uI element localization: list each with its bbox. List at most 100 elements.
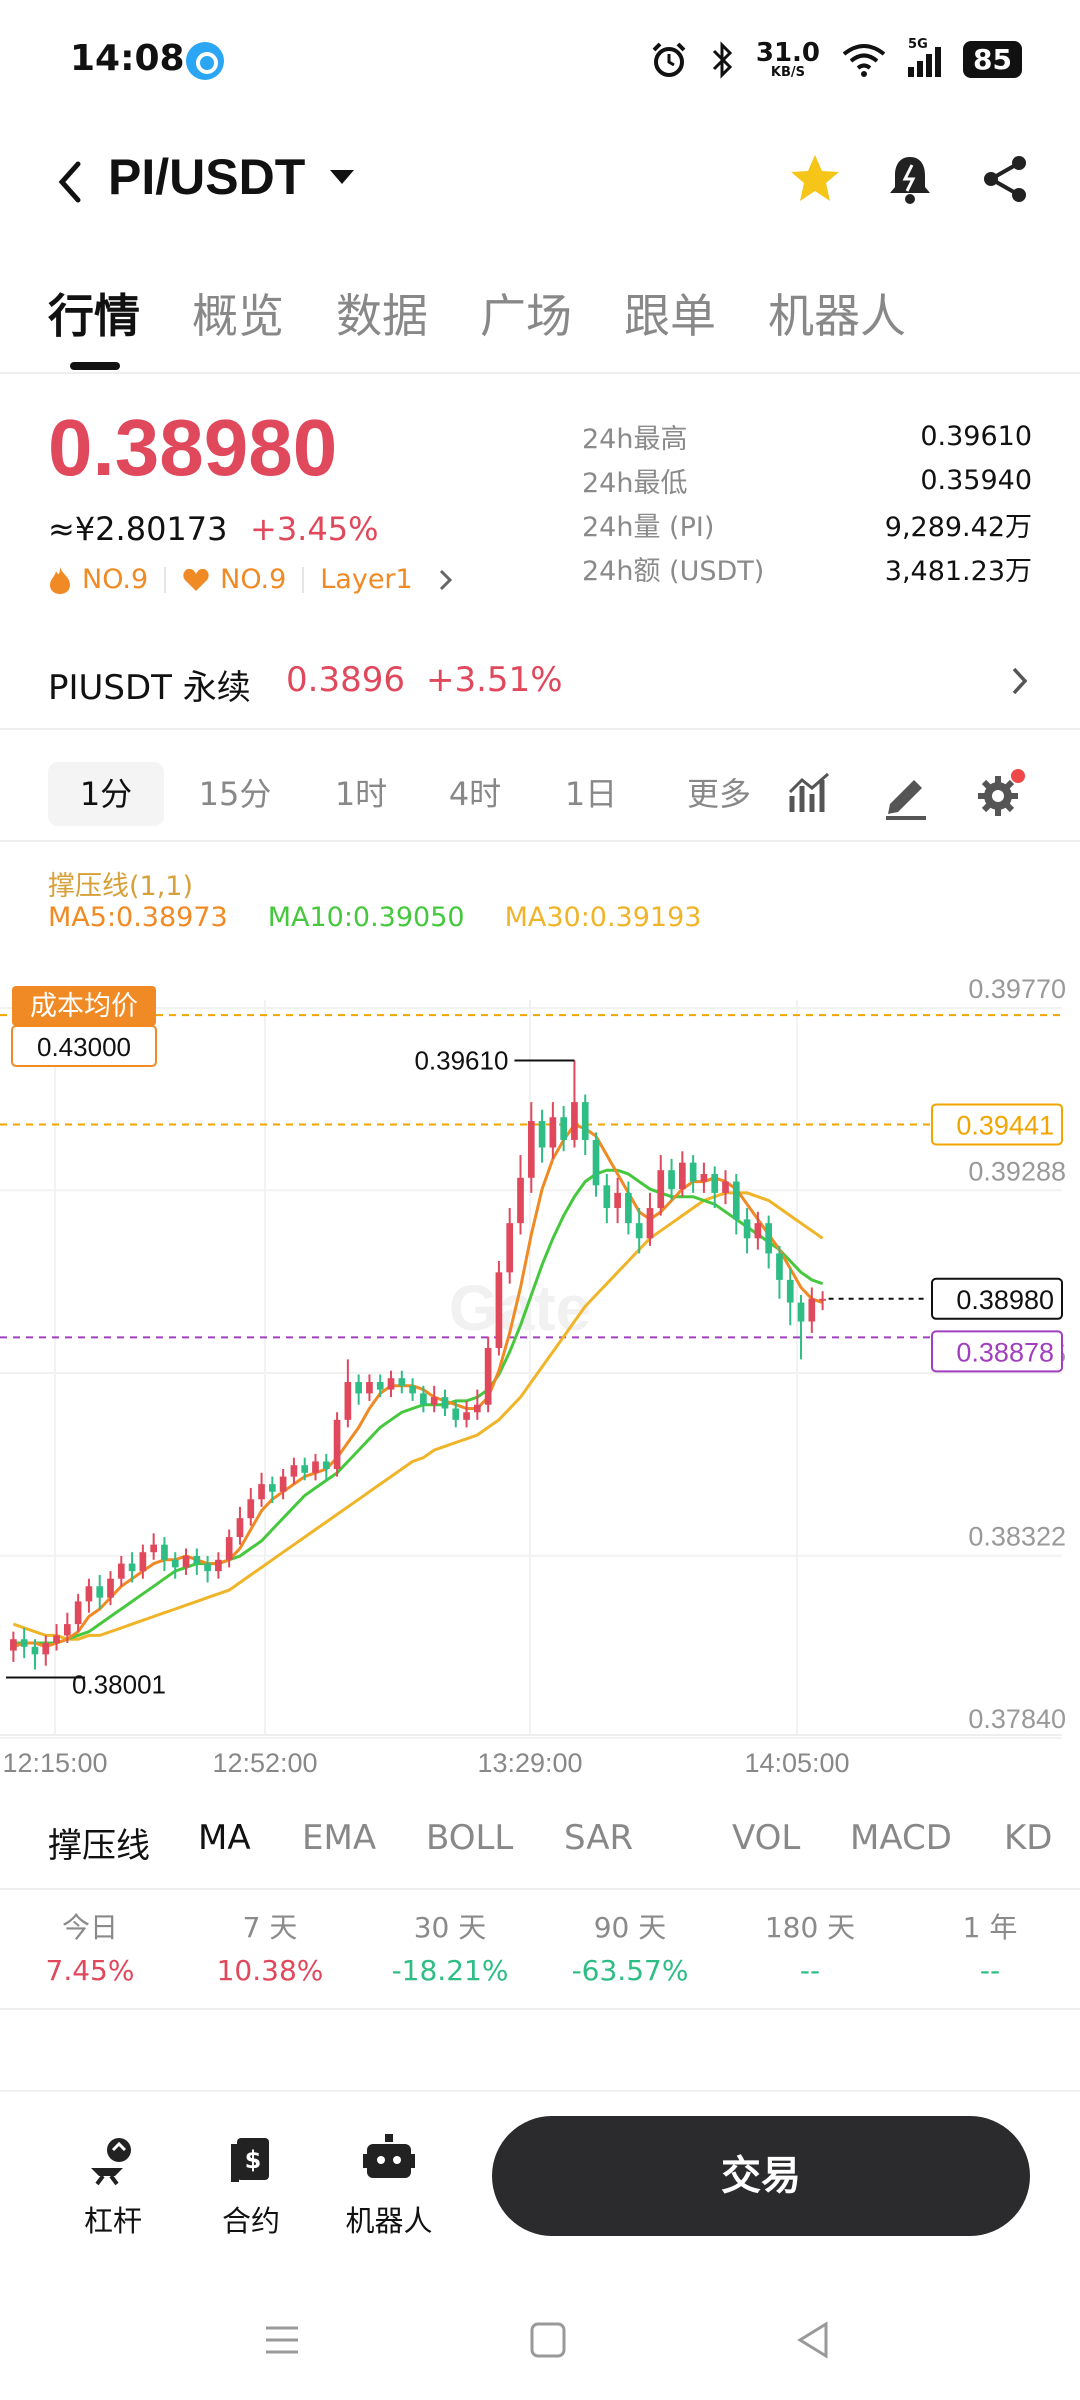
robot-icon xyxy=(363,2134,415,2178)
pair-dropdown-caret-icon[interactable] xyxy=(330,170,354,184)
support-price-tag: 0.38878 xyxy=(956,1337,1054,1367)
interval-1h[interactable]: 1时 xyxy=(334,775,388,813)
system-navigation-bar xyxy=(0,2280,1080,2400)
y-tick-label: 0.39770 xyxy=(968,974,1066,1004)
rank-badges[interactable]: NO.9 NO.9 Layer1 xyxy=(48,564,455,595)
indicator-vol[interactable]: VOL xyxy=(732,1818,801,1858)
ma5-legend: MA5:0.38973 xyxy=(48,902,228,933)
candle-body xyxy=(603,1185,611,1209)
bot-button[interactable]: 机器人 xyxy=(334,2132,444,2240)
candle-body xyxy=(819,1298,826,1301)
ma-legend: MA5:0.38973 MA10:0.39050 MA30:0.39193 xyxy=(48,902,701,933)
candle-body xyxy=(322,1461,330,1470)
candle-body xyxy=(247,1499,255,1519)
category-badge[interactable]: Layer1 xyxy=(320,564,454,595)
indicator-sar[interactable]: SAR xyxy=(564,1818,634,1858)
stat-24h-volume: 24h量 (PI) 9,289.42万 xyxy=(582,511,1032,543)
candle-body xyxy=(63,1624,71,1636)
perf-1y: 1 年 -- xyxy=(962,1911,1018,1987)
drawing-pen-icon[interactable] xyxy=(878,766,934,822)
candle-body xyxy=(722,1181,729,1193)
hot-rank-badge[interactable]: NO.9 xyxy=(48,564,148,595)
candle-body xyxy=(85,1586,93,1602)
tab-square[interactable]: 广场 xyxy=(480,289,572,343)
perf-7d: 7 天 10.38% xyxy=(216,1911,324,1987)
candle-body xyxy=(290,1465,298,1477)
candle-body xyxy=(560,1117,568,1140)
pair-title[interactable]: PI/USDT xyxy=(108,149,306,205)
tab-market[interactable]: 行情 xyxy=(48,289,140,343)
favorite-star-icon[interactable] xyxy=(780,144,850,214)
interval-1d[interactable]: 1日 xyxy=(564,775,618,813)
candle-body xyxy=(53,1635,60,1644)
app-notification-icon xyxy=(186,42,224,80)
heart-icon xyxy=(183,568,209,591)
x-tick-label: 14:05:00 xyxy=(744,1748,849,1778)
indicator-boll[interactable]: BOLL xyxy=(426,1818,514,1858)
indicator-chart-icon[interactable] xyxy=(784,766,840,822)
favorite-rank-badge[interactable]: NO.9 xyxy=(182,564,286,595)
candle-body xyxy=(473,1404,481,1413)
x-tick-label: 12:15:00 xyxy=(2,1748,107,1778)
candlestick-chart[interactable]: 撑压线(1,1) MA5:0.38973 MA10:0.39050 MA30:0… xyxy=(0,850,1080,1790)
home-icon[interactable] xyxy=(528,2320,568,2360)
candle-body xyxy=(398,1378,406,1386)
indicator-ma[interactable]: MA xyxy=(198,1818,251,1858)
bluetooth-icon xyxy=(712,40,732,79)
interval-4h[interactable]: 4时 xyxy=(448,775,502,813)
interval-15m[interactable]: 15分 xyxy=(198,775,272,813)
ma30-legend: MA30:0.39193 xyxy=(504,902,702,933)
trade-button[interactable]: 交易 xyxy=(492,2116,1030,2236)
badge-divider xyxy=(302,566,305,593)
y-tick-label: 0.37840 xyxy=(968,1704,1066,1734)
indicator-kd[interactable]: KD xyxy=(1004,1818,1053,1858)
pair-header: PI/USDT xyxy=(0,130,1080,240)
back-icon[interactable] xyxy=(794,2320,834,2360)
candle-body xyxy=(765,1223,773,1254)
tab-data[interactable]: 数据 xyxy=(336,289,428,343)
y-tick-label: 0.39288 xyxy=(968,1156,1066,1186)
current-price-tag-box xyxy=(931,1277,1063,1320)
interval-more[interactable]: 更多 xyxy=(686,775,751,813)
tab-overview[interactable]: 概览 xyxy=(192,289,284,343)
candle-body xyxy=(786,1279,794,1303)
tab-bots[interactable]: 机器人 xyxy=(768,289,906,343)
ma10-line xyxy=(13,1168,824,1645)
perp-name: PIUSDT 永续 xyxy=(48,668,251,708)
support-price-tag-box xyxy=(931,1330,1063,1373)
bottom-action-bar: 杠杆 $ 合约 机器人 交易 xyxy=(0,2090,1080,2280)
candle-body xyxy=(355,1382,363,1394)
chart-settings-gear-icon[interactable] xyxy=(972,766,1028,822)
tab-copy-trading[interactable]: 跟单 xyxy=(624,289,716,343)
leverage-button[interactable]: 杠杆 xyxy=(58,2132,168,2240)
indicator-ema[interactable]: EMA xyxy=(302,1818,377,1858)
indicator-support-resistance[interactable]: 撑压线 xyxy=(48,1826,150,1866)
back-arrow-icon[interactable] xyxy=(50,154,90,210)
stat-24h-low: 24h最低 0.35940 xyxy=(582,464,1032,499)
chart-canvas[interactable]: Gate 0.397700.392880.388050.383220.37840… xyxy=(0,850,1080,1790)
recent-apps-icon[interactable] xyxy=(262,2320,302,2360)
chevron-right-icon xyxy=(1012,667,1028,695)
share-icon[interactable] xyxy=(970,144,1040,214)
network-speed: 31.0 KB/S xyxy=(755,38,821,80)
price-alert-bell-icon[interactable] xyxy=(875,144,945,214)
y-tick-label: 0.38322 xyxy=(968,1522,1066,1552)
cost-average-value-box xyxy=(11,1025,157,1067)
candle-body xyxy=(215,1559,222,1572)
candle-body xyxy=(732,1181,740,1220)
perpetual-contract-row[interactable]: PIUSDT 永续 0.3896 +3.51% xyxy=(0,630,1080,730)
cny-price: ≈¥2.80173 xyxy=(48,510,228,548)
futures-button[interactable]: $ 合约 xyxy=(196,2132,306,2240)
candle-body xyxy=(592,1139,600,1186)
candle-body xyxy=(527,1121,535,1178)
candle-body xyxy=(10,1639,17,1651)
candle-body xyxy=(236,1518,244,1538)
candle-body xyxy=(743,1219,751,1239)
indicator-macd[interactable]: MACD xyxy=(850,1818,952,1858)
candle-body xyxy=(614,1192,621,1209)
candle-body xyxy=(204,1563,211,1572)
candle-body xyxy=(258,1484,265,1500)
interval-1m[interactable]: 1分 xyxy=(48,762,164,826)
candle-body xyxy=(344,1382,352,1420)
perf-180d: 180 天 -- xyxy=(764,1911,856,1987)
